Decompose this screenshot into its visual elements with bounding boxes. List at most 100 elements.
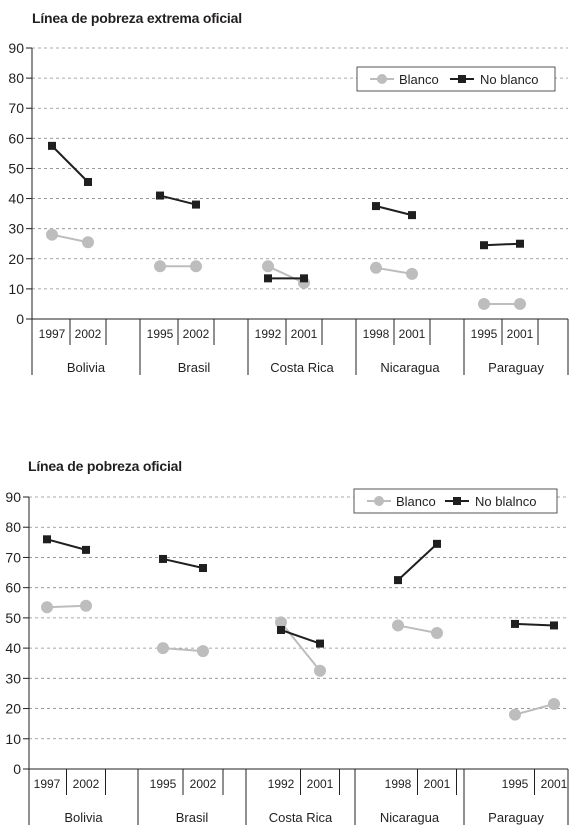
y-tick-label: 20 bbox=[5, 701, 21, 717]
point-no-blanco bbox=[316, 639, 324, 648]
year-label: 1995 bbox=[150, 777, 177, 791]
y-tick-label: 80 bbox=[5, 519, 21, 535]
point-no-blanco bbox=[159, 554, 167, 563]
y-tick-label: 40 bbox=[8, 191, 24, 207]
series-line-no-blanco bbox=[51, 145, 89, 183]
year-label: 1995 bbox=[147, 327, 174, 341]
y-tick-label: 10 bbox=[5, 731, 21, 747]
series-line-no-blanco bbox=[162, 557, 204, 569]
series-line-blanco bbox=[514, 703, 555, 716]
series-line-blanco bbox=[46, 604, 87, 609]
point-no-blanco bbox=[550, 621, 558, 630]
point-blanco bbox=[41, 601, 53, 614]
point-no-blanco bbox=[264, 274, 272, 283]
point-no-blanco bbox=[192, 200, 200, 209]
country-label: Brasil bbox=[178, 360, 211, 375]
y-tick-label: 10 bbox=[8, 281, 24, 297]
y-tick-label: 50 bbox=[8, 160, 24, 176]
year-label: 2001 bbox=[424, 777, 451, 791]
point-blanco bbox=[370, 261, 382, 274]
point-blanco bbox=[197, 645, 209, 658]
series-line-no-blanco bbox=[397, 543, 438, 581]
series-line-no-blanco bbox=[483, 242, 521, 247]
year-label: 2001 bbox=[541, 777, 568, 791]
country-label: Paraguay bbox=[488, 810, 544, 825]
y-tick-label: 0 bbox=[16, 311, 24, 327]
y-tick-label: 50 bbox=[5, 610, 21, 626]
point-blanco bbox=[431, 627, 443, 639]
year-label: 1997 bbox=[39, 327, 66, 341]
country-label: Nicaragua bbox=[380, 810, 440, 825]
year-label: 2002 bbox=[75, 327, 102, 341]
series-line-no-blanco bbox=[375, 205, 413, 217]
y-tick-label: 0 bbox=[13, 761, 21, 777]
country-label: Paraguay bbox=[488, 360, 544, 375]
point-no-blanco bbox=[516, 239, 524, 248]
series-line-no-blanco bbox=[159, 194, 197, 206]
country-label: Brasil bbox=[176, 810, 209, 825]
chart-title: Línea de pobreza extrema oficial bbox=[32, 10, 242, 26]
point-blanco bbox=[154, 260, 166, 273]
point-no-blanco bbox=[372, 202, 380, 211]
series-line-blanco bbox=[280, 621, 321, 672]
point-blanco bbox=[157, 642, 169, 655]
point-no-blanco bbox=[84, 177, 92, 186]
legend-label-no-blanco: No blanco bbox=[480, 72, 539, 87]
series-line-blanco bbox=[375, 266, 413, 275]
point-blanco bbox=[548, 698, 560, 711]
chart-svg: 0 10 20 30 40 50 60 70 80 90 1997 2002 Bolivia 1995 20… bbox=[5, 488, 569, 825]
y-tick-label: 30 bbox=[5, 670, 21, 686]
point-blanco bbox=[262, 260, 274, 273]
series-line-blanco bbox=[162, 647, 204, 653]
chart-title: Línea de pobreza oficial bbox=[28, 458, 182, 474]
series-line-no-blanco bbox=[280, 629, 321, 645]
point-blanco bbox=[509, 708, 521, 721]
year-label: 2001 bbox=[399, 327, 426, 341]
year-label: 1995 bbox=[502, 777, 529, 791]
year-label: 1998 bbox=[385, 777, 412, 791]
point-blanco bbox=[392, 619, 404, 632]
country-label: Bolivia bbox=[64, 810, 103, 825]
point-no-blanco bbox=[408, 211, 416, 220]
point-no-blanco bbox=[156, 191, 164, 200]
y-tick-label: 90 bbox=[8, 40, 24, 56]
series-line-no-blanco bbox=[514, 622, 555, 627]
point-no-blanco bbox=[394, 576, 402, 585]
legend-label-blanco: Blanco bbox=[396, 494, 436, 509]
year-label: 2001 bbox=[307, 777, 334, 791]
point-blanco bbox=[478, 297, 490, 310]
legend-marker-no-blanco bbox=[458, 75, 466, 83]
point-blanco bbox=[82, 236, 94, 249]
year-label: 1992 bbox=[268, 777, 295, 791]
legend-marker-no-blanco bbox=[453, 497, 461, 505]
point-no-blanco bbox=[433, 539, 441, 548]
chart-panel-extrema: Línea de pobreza extrema oficial 0 10 20 30… bbox=[0, 0, 570, 390]
chart-svg: 0 10 20 30 40 50 60 70 80 90 1997 2002 Bolivia 1995 20… bbox=[8, 40, 569, 375]
year-label: 1995 bbox=[471, 327, 498, 341]
year-label: 2001 bbox=[291, 327, 318, 341]
point-blanco bbox=[275, 616, 287, 629]
country-label: Bolivia bbox=[67, 360, 106, 375]
point-blanco bbox=[46, 228, 58, 241]
point-blanco bbox=[314, 664, 326, 677]
legend-marker-blanco bbox=[374, 496, 384, 506]
country-label: Nicaragua bbox=[380, 360, 440, 375]
series-line-blanco bbox=[51, 233, 89, 244]
legend-label-no-blanco: No blalnco bbox=[475, 494, 536, 509]
y-tick-label: 80 bbox=[8, 70, 24, 86]
year-label: 2002 bbox=[190, 777, 217, 791]
point-no-blanco bbox=[277, 625, 285, 634]
point-no-blanco bbox=[48, 141, 56, 150]
year-label: 1992 bbox=[255, 327, 282, 341]
year-label: 1998 bbox=[363, 327, 390, 341]
year-label: 1997 bbox=[34, 777, 61, 791]
point-no-blanco bbox=[300, 274, 308, 283]
point-blanco bbox=[406, 267, 418, 280]
y-tick-label: 30 bbox=[8, 221, 24, 237]
y-tick-label: 60 bbox=[5, 580, 21, 596]
point-no-blanco bbox=[199, 564, 207, 573]
y-tick-label: 90 bbox=[5, 489, 21, 505]
y-tick-label: 60 bbox=[8, 130, 24, 146]
series-line-blanco bbox=[267, 265, 305, 284]
point-blanco bbox=[514, 297, 526, 310]
